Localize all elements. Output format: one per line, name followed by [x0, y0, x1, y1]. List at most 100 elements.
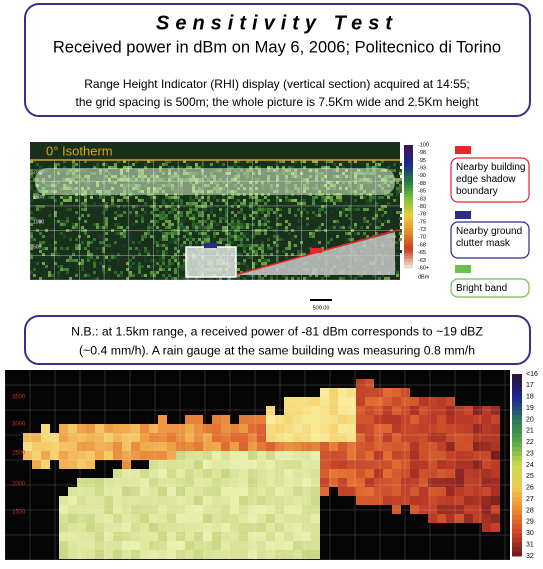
- refl-pixel: [311, 478, 320, 487]
- rhi-pixel: [138, 265, 141, 268]
- rhi-pixel: [33, 238, 36, 241]
- refl-pixel: [428, 487, 437, 496]
- rhi-pixel: [114, 208, 117, 211]
- refl-pixel: [473, 487, 482, 496]
- refl-pixel: [401, 478, 410, 487]
- rhi-pixel: [261, 259, 264, 262]
- rhi-pixel: [33, 196, 36, 199]
- rhi-pixel: [225, 232, 228, 235]
- rhi-pixel: [219, 238, 222, 241]
- refl-pixel: [95, 514, 104, 523]
- refl-pixel: [473, 469, 482, 478]
- legend-swatch: [455, 146, 471, 154]
- rhi-pixel: [375, 217, 378, 220]
- rhi-pixel: [321, 166, 324, 169]
- refl-pixel: [284, 469, 293, 478]
- colorbar-label: -95: [418, 158, 426, 164]
- rhi-pixel: [42, 196, 45, 199]
- rhi-pixel: [258, 247, 261, 250]
- refl-pixel: [158, 550, 167, 559]
- refl-pixel: [266, 478, 275, 487]
- refl-pixel: [374, 460, 383, 469]
- refl-pixel: [356, 496, 365, 505]
- refl-pixel: [338, 433, 347, 442]
- rhi-pixel: [174, 244, 177, 247]
- rhi-pixel: [279, 223, 282, 226]
- refl-pixel: [140, 424, 149, 433]
- rhi-pixel: [39, 250, 42, 253]
- rhi-pixel: [189, 205, 192, 208]
- rhi-pixel: [396, 253, 399, 256]
- rhi-pixel: [153, 208, 156, 211]
- rhi-pixel: [228, 223, 231, 226]
- refl-pixel: [158, 487, 167, 496]
- rhi-pixel: [351, 205, 354, 208]
- rhi-pixel: [297, 208, 300, 211]
- rhi-pixel: [153, 238, 156, 241]
- rhi-pixel: [33, 268, 36, 271]
- rhi-pixel: [228, 235, 231, 238]
- rhi-pixel: [282, 238, 285, 241]
- rhi-pixel: [81, 214, 84, 217]
- rhi-pixel: [87, 253, 90, 256]
- rhi-pixel: [114, 166, 117, 169]
- rhi-pixel: [84, 220, 87, 223]
- rhi-pixel: [150, 265, 153, 268]
- refl-pixel: [158, 451, 167, 460]
- rhi-pixel: [261, 247, 264, 250]
- rhi-pixel: [102, 247, 105, 250]
- rhi-pixel: [363, 232, 366, 235]
- rhi-pixel: [120, 274, 123, 277]
- rhi-pixel: [231, 196, 234, 199]
- rhi-pixel: [189, 235, 192, 238]
- refl-pixel: [320, 469, 329, 478]
- rhi-pixel: [384, 220, 387, 223]
- rhi-pixel: [117, 205, 120, 208]
- rhi-pixel: [312, 196, 315, 199]
- rhi-pixel: [255, 247, 258, 250]
- rhi-pixel: [396, 199, 399, 202]
- rhi-pixel: [249, 223, 252, 226]
- refl-pixel: [401, 451, 410, 460]
- rhi-pixel: [72, 223, 75, 226]
- refl-pixel: [275, 550, 284, 559]
- rhi-pixel: [255, 160, 258, 163]
- refl-pixel: [311, 433, 320, 442]
- rhi-pixel: [87, 274, 90, 277]
- refl-pixel: [194, 532, 203, 541]
- refl-pixel: [203, 451, 212, 460]
- refl-pixel: [482, 433, 491, 442]
- refl-pixel: [32, 442, 41, 451]
- refl-pixel: [248, 505, 257, 514]
- rhi-pixel: [237, 232, 240, 235]
- rhi-pixel: [270, 166, 273, 169]
- rhi-pixel: [54, 241, 57, 244]
- refl-pixel: [149, 541, 158, 550]
- refl-pixel: [275, 496, 284, 505]
- refl-pixel: [248, 514, 257, 523]
- rhi-pixel: [258, 205, 261, 208]
- colorbar-label: 23: [526, 450, 534, 457]
- colorbar-label: 31: [526, 541, 534, 548]
- refl-pixel: [140, 478, 149, 487]
- rhi-pixel: [399, 250, 402, 253]
- rhi-pixel: [363, 217, 366, 220]
- refl-pixel: [230, 541, 239, 550]
- rhi-pixel: [288, 208, 291, 211]
- rhi-pixel: [321, 277, 324, 280]
- rhi-pixel: [123, 196, 126, 199]
- refl-pixel: [158, 424, 167, 433]
- rhi-pixel: [318, 214, 321, 217]
- refl-pixel: [491, 487, 500, 496]
- refl-pixel: [419, 487, 428, 496]
- rhi-pixel: [189, 277, 192, 280]
- rhi-pixel: [249, 205, 252, 208]
- refl-pixel: [437, 460, 446, 469]
- refl-pixel: [410, 424, 419, 433]
- rhi-pixel: [159, 247, 162, 250]
- rhi-pixel: [180, 223, 183, 226]
- refl-pixel: [185, 433, 194, 442]
- rhi-pixel: [399, 223, 402, 226]
- refl-pixel: [338, 397, 347, 406]
- legend-box: [450, 221, 530, 259]
